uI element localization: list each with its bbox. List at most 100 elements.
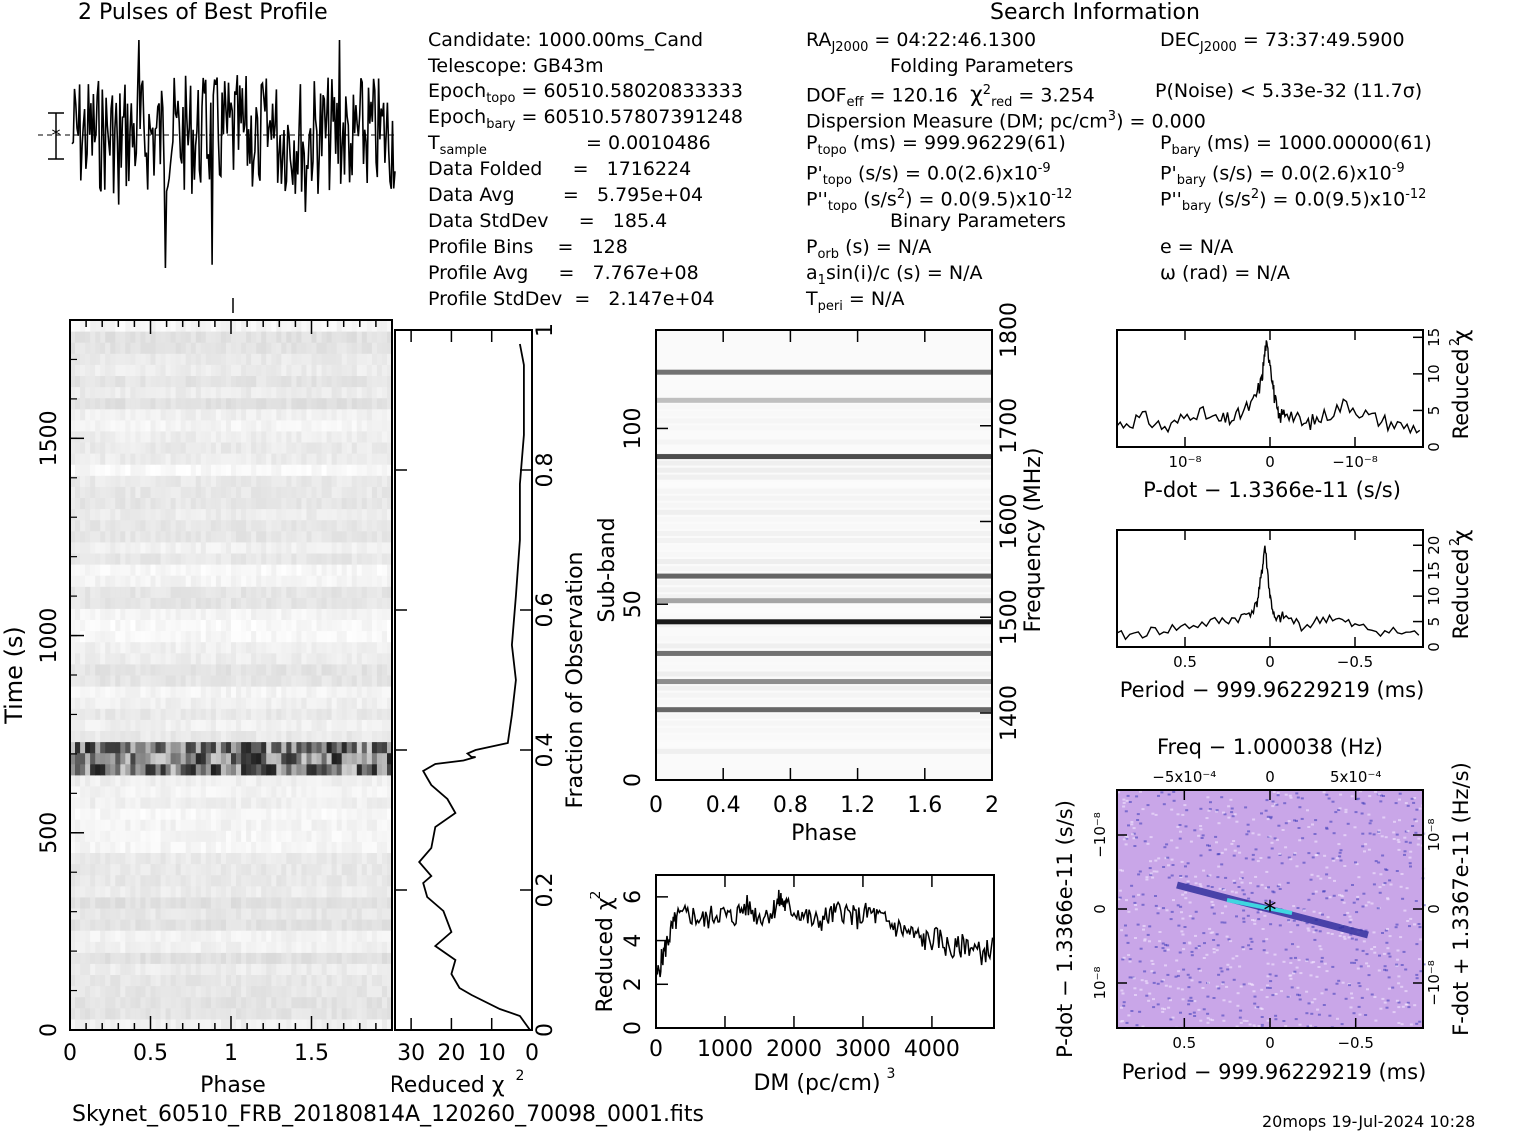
heat-cell <box>205 364 212 376</box>
surface-speck <box>1136 923 1140 926</box>
heat-cell <box>100 996 106 1009</box>
heat-cell <box>220 919 227 931</box>
heat-cell <box>145 919 152 931</box>
heat-cell <box>236 597 242 609</box>
heat-cell <box>336 508 343 521</box>
heat-cell <box>100 497 106 510</box>
heat-cell <box>291 808 297 820</box>
heat-cell <box>346 774 353 787</box>
heat-cell <box>125 320 131 332</box>
heat-cell <box>326 575 333 587</box>
heat-cell <box>210 419 217 432</box>
y2-tick-label: 1600 <box>997 493 1022 549</box>
surface-speck <box>1186 882 1190 885</box>
time-chi-line <box>418 343 531 1031</box>
heat-cell <box>351 930 358 942</box>
heat-cell <box>256 331 262 343</box>
surface-speck <box>1284 1025 1288 1028</box>
heat-cell <box>175 541 182 554</box>
heat-cell <box>351 830 358 842</box>
heat-cell <box>200 453 207 465</box>
heat-cell <box>125 519 131 532</box>
heat-cell <box>125 885 131 898</box>
heat-cell <box>306 397 313 410</box>
heat-cell <box>281 741 287 754</box>
heat-cell <box>140 863 146 876</box>
heat-cell <box>90 630 96 643</box>
heat-cell <box>130 575 136 587</box>
heat-cell <box>276 686 282 698</box>
heat-cell <box>105 874 111 887</box>
heat-cell <box>95 586 101 598</box>
heat-cell <box>115 430 121 443</box>
heat-cell <box>241 741 247 754</box>
heat-cell <box>261 808 267 820</box>
heat-cell <box>341 763 348 776</box>
heat-cell <box>336 630 343 643</box>
surface-speck <box>1395 833 1399 836</box>
heat-cell <box>145 896 152 909</box>
heat-cell <box>311 797 318 809</box>
heat-cell <box>256 841 262 853</box>
heat-cell <box>105 697 111 709</box>
heat-cell <box>351 342 358 354</box>
surface-speck <box>1393 820 1396 823</box>
heat-cell <box>150 453 157 465</box>
heat-cell <box>306 785 313 798</box>
heat-cell <box>256 774 262 787</box>
surface-speck <box>1167 864 1170 867</box>
surface-speck <box>1147 999 1151 1002</box>
heat-cell <box>236 486 242 498</box>
heat-cell <box>70 930 76 942</box>
heat-cell <box>246 708 252 720</box>
heat-cell <box>341 1018 348 1031</box>
heat-cell <box>75 386 81 399</box>
heat-cell <box>351 564 358 576</box>
y2-tick-label: 1500 <box>997 589 1022 645</box>
surface-speck <box>1206 1017 1210 1020</box>
heat-cell <box>135 564 141 576</box>
heat-cell <box>70 808 76 820</box>
heat-cell <box>276 397 282 410</box>
heat-cell <box>70 852 76 865</box>
heat-cell <box>160 785 167 798</box>
heat-cell <box>316 930 323 942</box>
heat-cell <box>381 564 388 576</box>
heat-cell <box>100 741 106 754</box>
heat-cell <box>120 785 126 798</box>
heat-cell <box>361 553 368 565</box>
heat-cell <box>215 475 222 487</box>
surface-speck <box>1317 966 1321 968</box>
heat-cell <box>351 508 358 521</box>
heat-cell <box>175 841 182 853</box>
surface-speck <box>1184 875 1188 878</box>
heat-cell <box>120 575 126 587</box>
heat-cell <box>195 641 202 654</box>
surface-speck <box>1124 843 1128 846</box>
heat-cell <box>205 841 212 853</box>
heat-cell <box>387 774 393 787</box>
heat-cell <box>125 1007 131 1020</box>
heat-cell <box>311 320 318 332</box>
heat-cell <box>246 397 252 410</box>
heat-cell <box>75 575 81 587</box>
heat-cell <box>326 763 333 776</box>
heat-cell <box>356 619 363 632</box>
y-tick-label: 1 <box>533 323 558 337</box>
heat-cell <box>336 708 343 720</box>
heat-cell <box>195 663 202 676</box>
heat-cell <box>185 586 192 598</box>
heat-cell <box>125 863 131 876</box>
heat-cell <box>341 375 348 388</box>
heat-cell <box>220 797 227 809</box>
heat-cell <box>165 564 172 576</box>
heat-cell <box>180 519 187 532</box>
heat-cell <box>215 730 222 743</box>
heat-cell <box>180 497 187 510</box>
heat-cell <box>170 530 177 543</box>
heat-cell <box>150 1007 157 1020</box>
heat-cell <box>220 575 227 587</box>
heat-cell <box>336 1018 343 1031</box>
heat-cell <box>371 908 378 920</box>
heat-cell <box>241 785 247 798</box>
